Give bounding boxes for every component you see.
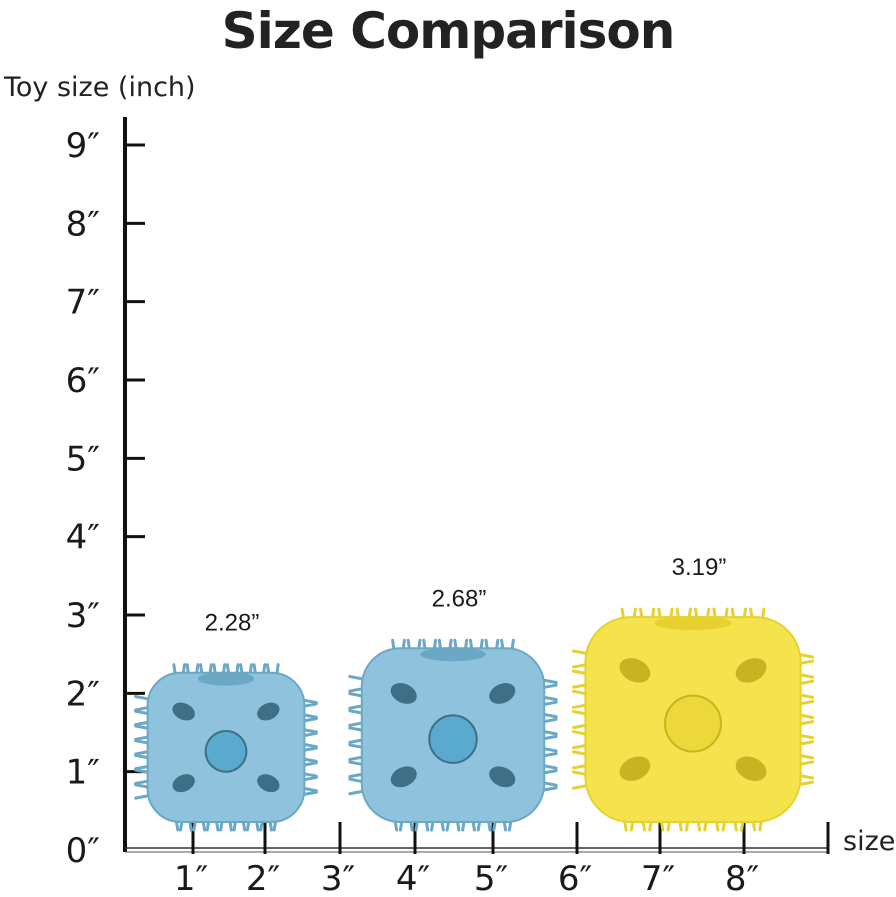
toy-hole (489, 683, 516, 704)
toy-hole (257, 702, 280, 721)
toy-center-ball (664, 694, 722, 753)
y-tick-label: 7″ (66, 283, 100, 323)
toy-hole (735, 658, 767, 683)
x-tick-label: 4″ (396, 859, 430, 897)
y-tick-label: 6″ (66, 361, 100, 401)
chart-title: Size Comparison (221, 2, 676, 60)
x-tick-label: 6″ (558, 859, 592, 897)
x-axis-label: size (843, 826, 896, 857)
toy-bar: 2.68” (348, 585, 558, 832)
toy-center-ball (428, 714, 478, 764)
y-tick-label: 0″ (66, 831, 100, 871)
toy-bar: 2.28” (134, 610, 318, 832)
toy-center-ball (204, 729, 248, 773)
y-tick-label: 1″ (66, 753, 100, 793)
toy-bar: 3.19” (571, 554, 815, 832)
toy-hole (390, 766, 417, 788)
y-tick-label: 4″ (66, 518, 100, 558)
toy-hole (257, 774, 280, 793)
toy-hole (172, 774, 195, 793)
toy-hole (619, 658, 651, 683)
value-label: 2.68” (432, 585, 487, 612)
toy-top-cap (420, 647, 486, 662)
y-tick-label: 3″ (66, 596, 100, 636)
x-tick-label: 7″ (641, 859, 675, 897)
ticks: 0″ 1″ 2″ 3″ 4″ 5″ 6″ 7″ 8″ 9″ 1″ 2″ 3″ 4″ 5″ 6″ 7″ 8″ (66, 126, 760, 897)
toy-top-cap (654, 616, 732, 631)
y-tick-label: 9″ (66, 126, 100, 166)
y-tick-label: 5″ (66, 439, 100, 479)
toy-marks: 2.28” 2.68” 3.19” (134, 554, 815, 832)
x-tick-label: 5″ (474, 859, 508, 897)
y-axis-label: Toy size (inch) (4, 72, 196, 103)
toy-hole (172, 702, 195, 721)
toy-top-cap (197, 671, 255, 686)
value-label: 2.28” (205, 610, 260, 637)
x-tick-label: 1″ (174, 859, 208, 897)
toy-hole (489, 766, 516, 788)
toy-hole (390, 683, 417, 704)
x-tick-label: 8″ (725, 859, 759, 897)
toy-hole (619, 756, 651, 782)
y-tick-label: 8″ (66, 204, 100, 244)
x-tick-label: 3″ (321, 859, 355, 897)
x-tick-label: 2″ (246, 859, 280, 897)
y-tick-label: 2″ (66, 674, 100, 714)
toy-hole (735, 756, 767, 782)
axes (123, 117, 830, 854)
value-label: 3.19” (672, 554, 727, 581)
